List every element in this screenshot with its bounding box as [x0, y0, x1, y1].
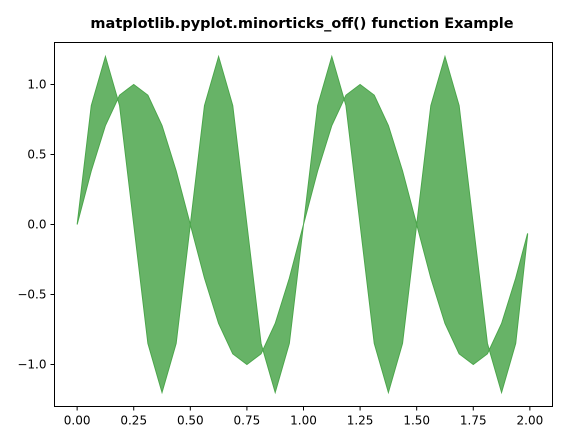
x-axis: 0.00 0.25 0.50 0.75 1.00 1.25 1.50 1.75 2.00 — [64, 406, 544, 428]
y-tick-label: 0.5 — [27, 148, 46, 162]
y-axis: −1.0 −0.5 0.0 0.5 1.0 — [17, 78, 55, 372]
y-tick-label: 1.0 — [27, 78, 46, 92]
x-tick-label: 1.00 — [290, 414, 317, 428]
x-tick-label: 0.25 — [120, 414, 147, 428]
fill-between-area — [76, 54, 529, 395]
x-tick-label: 1.50 — [403, 414, 430, 428]
x-tick-label: 0.50 — [177, 414, 204, 428]
chart-title: matplotlib.pyplot.minorticks_off() funct… — [90, 16, 513, 32]
y-tick-label: 0.0 — [27, 218, 46, 232]
x-tick-label: 1.25 — [347, 414, 374, 428]
x-tick-label: 0.75 — [234, 414, 261, 428]
x-tick-label: 2.00 — [517, 414, 544, 428]
x-tick-label: 1.75 — [460, 414, 487, 428]
plot-area — [76, 54, 529, 395]
y-tick-label: −1.0 — [17, 358, 46, 372]
y-tick-label: −0.5 — [17, 288, 46, 302]
x-tick-label: 0.00 — [64, 414, 91, 428]
